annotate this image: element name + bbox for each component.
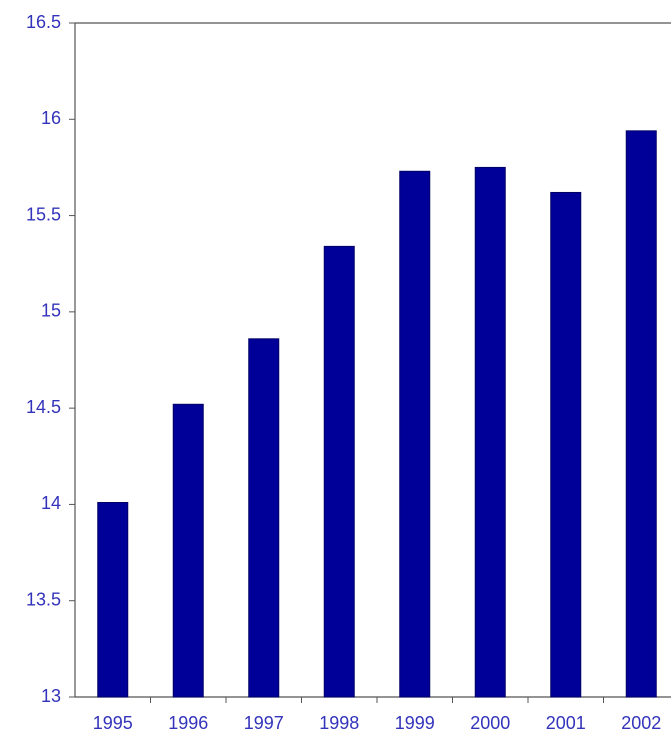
y-tick-label: 13.5 [26,589,61,609]
x-tick-label: 2001 [546,713,586,733]
y-tick-label: 15.5 [26,204,61,224]
bar [323,245,355,698]
x-tick-label: 1999 [395,713,435,733]
bar [248,338,280,698]
y-tick-label: 16.5 [26,12,61,32]
x-tick-label: 1995 [93,713,133,733]
bar [399,170,431,698]
y-tick-label: 14 [41,493,61,513]
x-tick-label: 2000 [470,713,510,733]
y-tick-label: 13 [41,686,61,706]
x-tick-label: 1997 [244,713,284,733]
y-tick-label: 14.5 [26,397,61,417]
bar [550,191,582,698]
y-tick-label: 16 [41,108,61,128]
bar [97,502,129,698]
y-tick-label: 15 [41,301,61,321]
x-tick-label: 1998 [319,713,359,733]
x-tick-label: 2002 [621,713,661,733]
bar [474,166,506,698]
x-tick-label: 1996 [168,713,208,733]
bar [172,403,204,698]
bar [625,130,657,698]
